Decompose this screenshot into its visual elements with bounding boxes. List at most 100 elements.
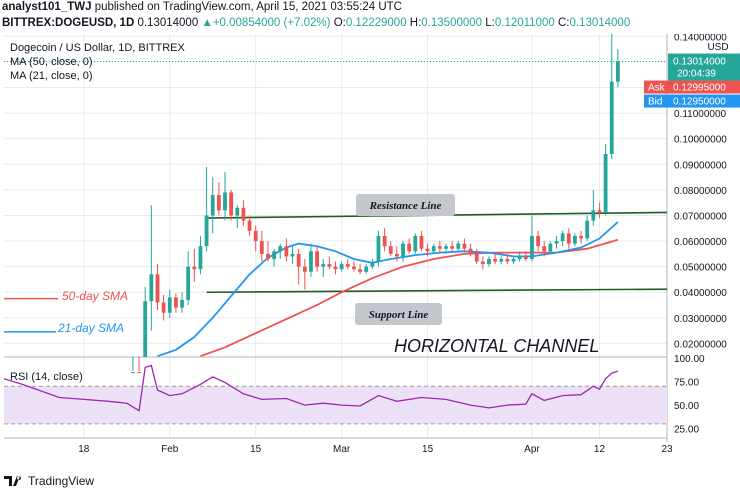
bid-tag-label-bg [644,94,668,108]
candle-body [259,241,264,254]
publisher-name[interactable]: analyst101_TWJ [2,1,92,13]
candle [615,49,620,88]
tradingview-brand[interactable]: TradingView [28,474,95,488]
candle-body [345,264,350,267]
candle [309,243,313,277]
candle-body [456,243,461,249]
last-price-tag [668,53,740,81]
candle-body [229,192,234,216]
candle-body [425,248,430,252]
candle-body [560,233,565,242]
candle-body [241,207,246,221]
candle [499,256,504,265]
candle-body [192,266,197,270]
time-tick-label: 15 [250,444,262,455]
last-price-tag-value: 0.13014000 [673,57,726,68]
candle [597,202,602,219]
tradingview-footer: TradingView [4,471,94,491]
candle-body [137,372,141,374]
price-tick-label: 0.02000000 [674,339,727,350]
candle [223,171,227,221]
candle [370,258,375,270]
tradingview-logo-icon [4,476,22,486]
candle-body [431,246,436,252]
up-arrow-icon: ▲ [201,17,213,29]
price-chart[interactable]: 0.140000000.130000000.120000000.11000000… [0,34,740,470]
candle-body [585,220,590,239]
candle [413,233,418,254]
ask-tag [668,80,740,94]
price-tick-label: 0.05000000 [674,263,727,274]
candle [198,235,203,275]
candle [388,241,393,257]
candle-body [131,372,135,374]
moving-averages [157,221,619,358]
candle [364,264,369,275]
candle-body [388,246,393,254]
candle [407,238,412,254]
candle [591,189,596,226]
candle [259,230,264,262]
candle-body [167,297,172,313]
symbol-label: BITTREX:DOGEUSD, 1D [2,17,135,29]
close-value: 0.13014000 [569,17,631,29]
rsi-tick-label: 75.00 [674,378,699,389]
candle-body [370,261,375,267]
candle [216,182,221,216]
candle-body [474,253,479,262]
time-tick-label: 23 [661,444,673,455]
support-callout-box [355,303,442,325]
time-tick-label: Feb [161,444,179,455]
candle [210,177,215,234]
candle [253,225,258,252]
candle [523,251,528,262]
candle-body [505,258,510,262]
legend-title: Dogecoin / US Dollar, 1D, BITTREX [10,42,186,54]
candle-body [180,299,184,308]
ma21-line [157,221,619,358]
candle-body [161,302,166,313]
candle-body [173,297,178,308]
price-tick-label: 0.03000000 [674,314,727,325]
candle [511,256,516,265]
rsi-tick-label: 100.00 [674,354,705,365]
candle [247,215,252,236]
candle [401,241,405,262]
candle [284,238,289,262]
candle-body [511,258,516,262]
candle-body [284,246,289,257]
candle [278,243,283,259]
support-callout: Support Line [355,303,442,325]
candle [437,241,442,254]
candle-body [591,210,596,221]
candle-body [204,215,209,247]
candle [480,256,485,270]
price-tick-label: 0.09000000 [674,160,727,171]
candle-body [296,253,301,267]
candle-body [155,274,160,303]
support-label: Support Line [369,309,429,321]
price-change: +0.00854000 (+7.02%) [212,17,331,29]
candle-body [253,230,258,242]
candle [579,230,583,244]
candle-body [536,235,540,247]
candle [505,253,510,265]
time-tick-label: 18 [78,444,90,455]
low-label: L: [485,17,495,29]
price-tick-label: 0.14000000 [674,34,727,43]
rsi-pane: 100.00 75.00 50.00 25.00 [3,354,705,436]
candle-body [487,258,491,265]
candle [235,205,240,229]
candle-body [542,246,547,252]
price-tick-label: 0.10000000 [674,135,727,146]
candle [382,228,387,252]
candle [173,293,178,313]
candle-body [327,264,332,267]
candle [517,251,522,262]
time-tick-label: Mar [333,444,351,455]
bid-tag [668,94,740,108]
price-tick-label: 0.04000000 [674,288,727,299]
candle [266,241,270,262]
candle-body [235,207,240,216]
